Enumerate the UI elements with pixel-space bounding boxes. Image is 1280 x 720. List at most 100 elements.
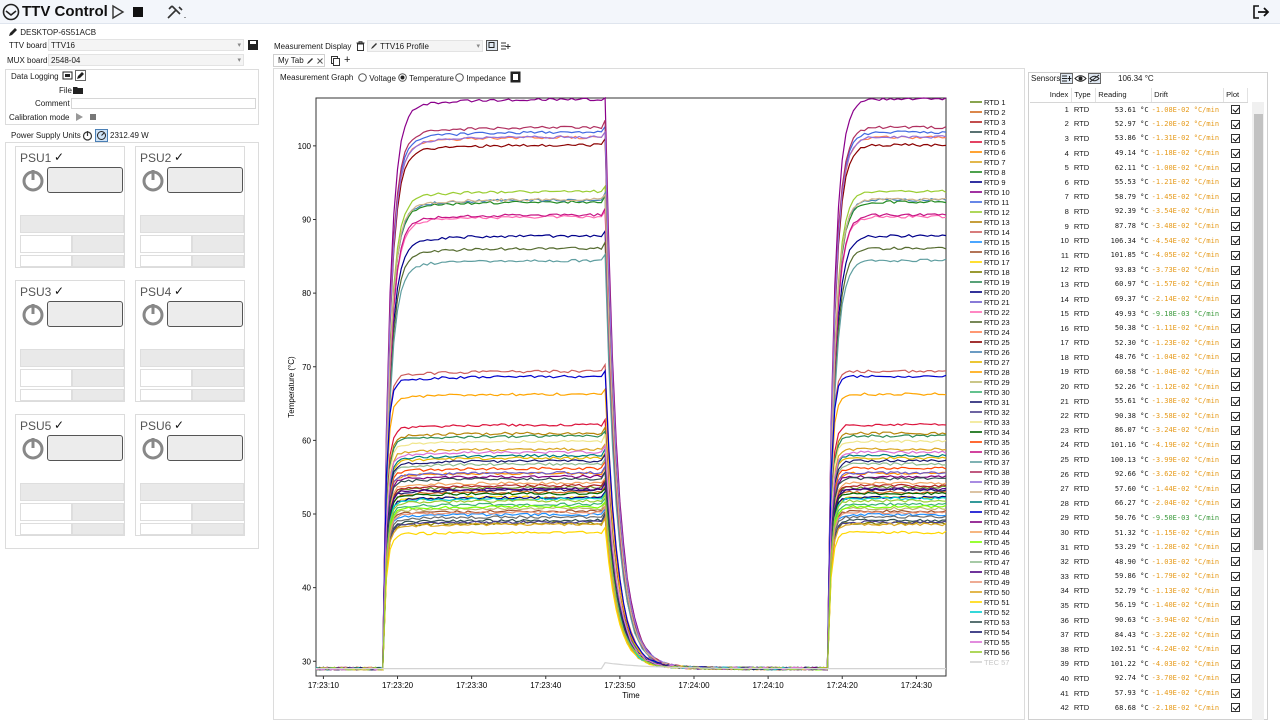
power-icon[interactable] — [20, 167, 46, 193]
plot-checkbox[interactable] — [1231, 557, 1241, 567]
stop-icon[interactable] — [88, 112, 98, 122]
table-row[interactable]: 27 RTD 57.60 °C -1.44E-02 °C/min — [1030, 481, 1248, 496]
table-row[interactable]: 18 RTD 48.76 °C -1.04E-02 °C/min — [1030, 350, 1248, 365]
folder-icon[interactable] — [72, 85, 84, 95]
radio-voltage[interactable]: Voltage — [358, 73, 396, 83]
plot-checkbox[interactable] — [1231, 265, 1241, 275]
table-row[interactable]: 8 RTD 92.39 °C -3.54E-02 °C/min — [1030, 204, 1248, 219]
table-row[interactable]: 29 RTD 50.76 °C -9.50E-03 °C/min — [1030, 511, 1248, 526]
table-row[interactable]: 19 RTD 60.58 °C -1.04E-02 °C/min — [1030, 365, 1248, 380]
table-row[interactable]: 2 RTD 52.97 °C -1.20E-02 °C/min — [1030, 117, 1248, 132]
table-row[interactable]: 3 RTD 53.86 °C -1.31E-02 °C/min — [1030, 131, 1248, 146]
plot-checkbox[interactable] — [1231, 353, 1241, 363]
table-row[interactable]: 25 RTD 100.13 °C -3.99E-02 °C/min — [1030, 452, 1248, 467]
plot-checkbox[interactable] — [1231, 323, 1241, 333]
table-row[interactable]: 23 RTD 86.07 °C -3.24E-02 °C/min — [1030, 423, 1248, 438]
table-row[interactable]: 6 RTD 55.53 °C -1.21E-02 °C/min — [1030, 175, 1248, 190]
power-icon[interactable] — [20, 435, 46, 461]
table-row[interactable]: 37 RTD 84.43 °C -3.22E-02 °C/min — [1030, 627, 1248, 642]
col-drift[interactable]: Drift — [1151, 88, 1225, 103]
table-row[interactable]: 32 RTD 48.90 °C -1.03E-02 °C/min — [1030, 554, 1248, 569]
plot-checkbox[interactable] — [1231, 703, 1241, 713]
ttv-board-select[interactable]: TTV16 ▾ — [48, 39, 244, 51]
plot-checkbox[interactable] — [1231, 572, 1241, 582]
table-row[interactable]: 16 RTD 50.38 °C -1.11E-02 °C/min — [1030, 321, 1248, 336]
col-reading[interactable]: Reading — [1095, 88, 1153, 103]
plot-checkbox[interactable] — [1231, 645, 1241, 655]
trash-icon[interactable] — [510, 71, 521, 83]
table-row[interactable]: 42 RTD 68.68 °C -2.18E-02 °C/min — [1030, 700, 1248, 715]
table-row[interactable]: 14 RTD 69.37 °C -2.14E-02 °C/min — [1030, 292, 1248, 307]
mux-board-select[interactable]: 2548-04 ▾ — [48, 54, 244, 66]
plot-checkbox[interactable] — [1231, 294, 1241, 304]
table-row[interactable]: 34 RTD 52.79 °C -1.13E-02 °C/min — [1030, 584, 1248, 599]
power-icon[interactable] — [20, 301, 46, 327]
table-row[interactable]: 7 RTD 58.79 °C -1.45E-02 °C/min — [1030, 190, 1248, 205]
profile-select[interactable]: TTV16 Profile ▾ — [367, 40, 483, 52]
plot-checkbox[interactable] — [1231, 221, 1241, 231]
table-row[interactable]: 36 RTD 90.63 °C -3.94E-02 °C/min — [1030, 613, 1248, 628]
plot-checkbox[interactable] — [1231, 499, 1241, 509]
plot-checkbox[interactable] — [1231, 528, 1241, 538]
plot-checkbox[interactable] — [1231, 440, 1241, 450]
col-plot[interactable]: Plot — [1223, 88, 1248, 103]
pencil-icon[interactable] — [75, 70, 86, 81]
play-icon[interactable] — [74, 112, 84, 122]
record-icon[interactable] — [62, 70, 73, 81]
table-row[interactable]: 11 RTD 101.85 °C -4.05E-02 °C/min — [1030, 248, 1248, 263]
plot-checkbox[interactable] — [1231, 484, 1241, 494]
table-row[interactable]: 41 RTD 57.93 °C -1.49E-02 °C/min — [1030, 686, 1248, 701]
plot-checkbox[interactable] — [1231, 119, 1241, 129]
plot-checkbox[interactable] — [1231, 469, 1241, 479]
plot-checkbox[interactable] — [1231, 338, 1241, 348]
table-row[interactable]: 40 RTD 92.74 °C -3.70E-02 °C/min — [1030, 671, 1248, 686]
pencil-icon[interactable] — [8, 27, 18, 37]
add-tab-icon[interactable]: + — [344, 54, 351, 66]
table-row[interactable]: 39 RTD 101.22 °C -4.03E-02 °C/min — [1030, 657, 1248, 672]
table-row[interactable]: 20 RTD 52.26 °C -1.12E-02 °C/min — [1030, 379, 1248, 394]
table-row[interactable]: 4 RTD 49.14 °C -1.18E-02 °C/min — [1030, 146, 1248, 161]
pencil-icon[interactable] — [370, 42, 378, 50]
exit-icon[interactable] — [1252, 4, 1270, 20]
plot-checkbox[interactable] — [1231, 148, 1241, 158]
plot-checkbox[interactable] — [1231, 411, 1241, 421]
table-row[interactable]: 31 RTD 53.29 °C -1.28E-02 °C/min — [1030, 540, 1248, 555]
add-list-icon[interactable] — [1060, 73, 1073, 84]
add-list-icon[interactable] — [500, 40, 511, 51]
radio-temperature[interactable]: Temperature — [398, 73, 454, 83]
tools-icon[interactable] — [166, 4, 188, 20]
power-icon[interactable] — [82, 130, 93, 141]
table-row[interactable]: 38 RTD 102.51 °C -4.24E-02 °C/min — [1030, 642, 1248, 657]
plot-checkbox[interactable] — [1231, 586, 1241, 596]
plot-checkbox[interactable] — [1231, 367, 1241, 377]
table-row[interactable]: 22 RTD 90.38 °C -3.58E-02 °C/min — [1030, 408, 1248, 423]
plot-checkbox[interactable] — [1231, 455, 1241, 465]
plot-checkbox[interactable] — [1231, 163, 1241, 173]
table-row[interactable]: 33 RTD 59.86 °C -1.79E-02 °C/min — [1030, 569, 1248, 584]
plot-checkbox[interactable] — [1231, 513, 1241, 523]
table-row[interactable]: 35 RTD 56.19 °C -1.40E-02 °C/min — [1030, 598, 1248, 613]
plot-checkbox[interactable] — [1231, 207, 1241, 217]
table-row[interactable]: 26 RTD 92.66 °C -3.62E-02 °C/min — [1030, 467, 1248, 482]
col-type[interactable]: Type — [1071, 88, 1097, 103]
sensors-scroll-thumb[interactable] — [1254, 114, 1263, 550]
plot-checkbox[interactable] — [1231, 426, 1241, 436]
plot-checkbox[interactable] — [1231, 659, 1241, 669]
table-row[interactable]: 15 RTD 49.93 °C -9.18E-03 °C/min — [1030, 306, 1248, 321]
table-row[interactable]: 28 RTD 66.27 °C -2.04E-02 °C/min — [1030, 496, 1248, 511]
copy-icon[interactable] — [486, 40, 498, 51]
table-row[interactable]: 12 RTD 93.83 °C -3.73E-02 °C/min — [1030, 263, 1248, 278]
table-row[interactable]: 1 RTD 53.61 °C -1.08E-02 °C/min — [1030, 102, 1248, 117]
plot-checkbox[interactable] — [1231, 674, 1241, 684]
plot-checkbox[interactable] — [1231, 382, 1241, 392]
eye-icon[interactable] — [1074, 73, 1087, 84]
table-row[interactable]: 17 RTD 52.30 °C -1.23E-02 °C/min — [1030, 336, 1248, 351]
power-icon[interactable] — [140, 301, 166, 327]
plot-checkbox[interactable] — [1231, 396, 1241, 406]
table-row[interactable]: 24 RTD 101.16 °C -4.19E-02 °C/min — [1030, 438, 1248, 453]
trash-icon[interactable] — [356, 41, 365, 51]
plot-checkbox[interactable] — [1231, 542, 1241, 552]
save-icon[interactable] — [247, 39, 259, 51]
pencil-icon[interactable] — [306, 57, 314, 65]
table-row[interactable]: 30 RTD 51.32 °C -1.15E-02 °C/min — [1030, 525, 1248, 540]
